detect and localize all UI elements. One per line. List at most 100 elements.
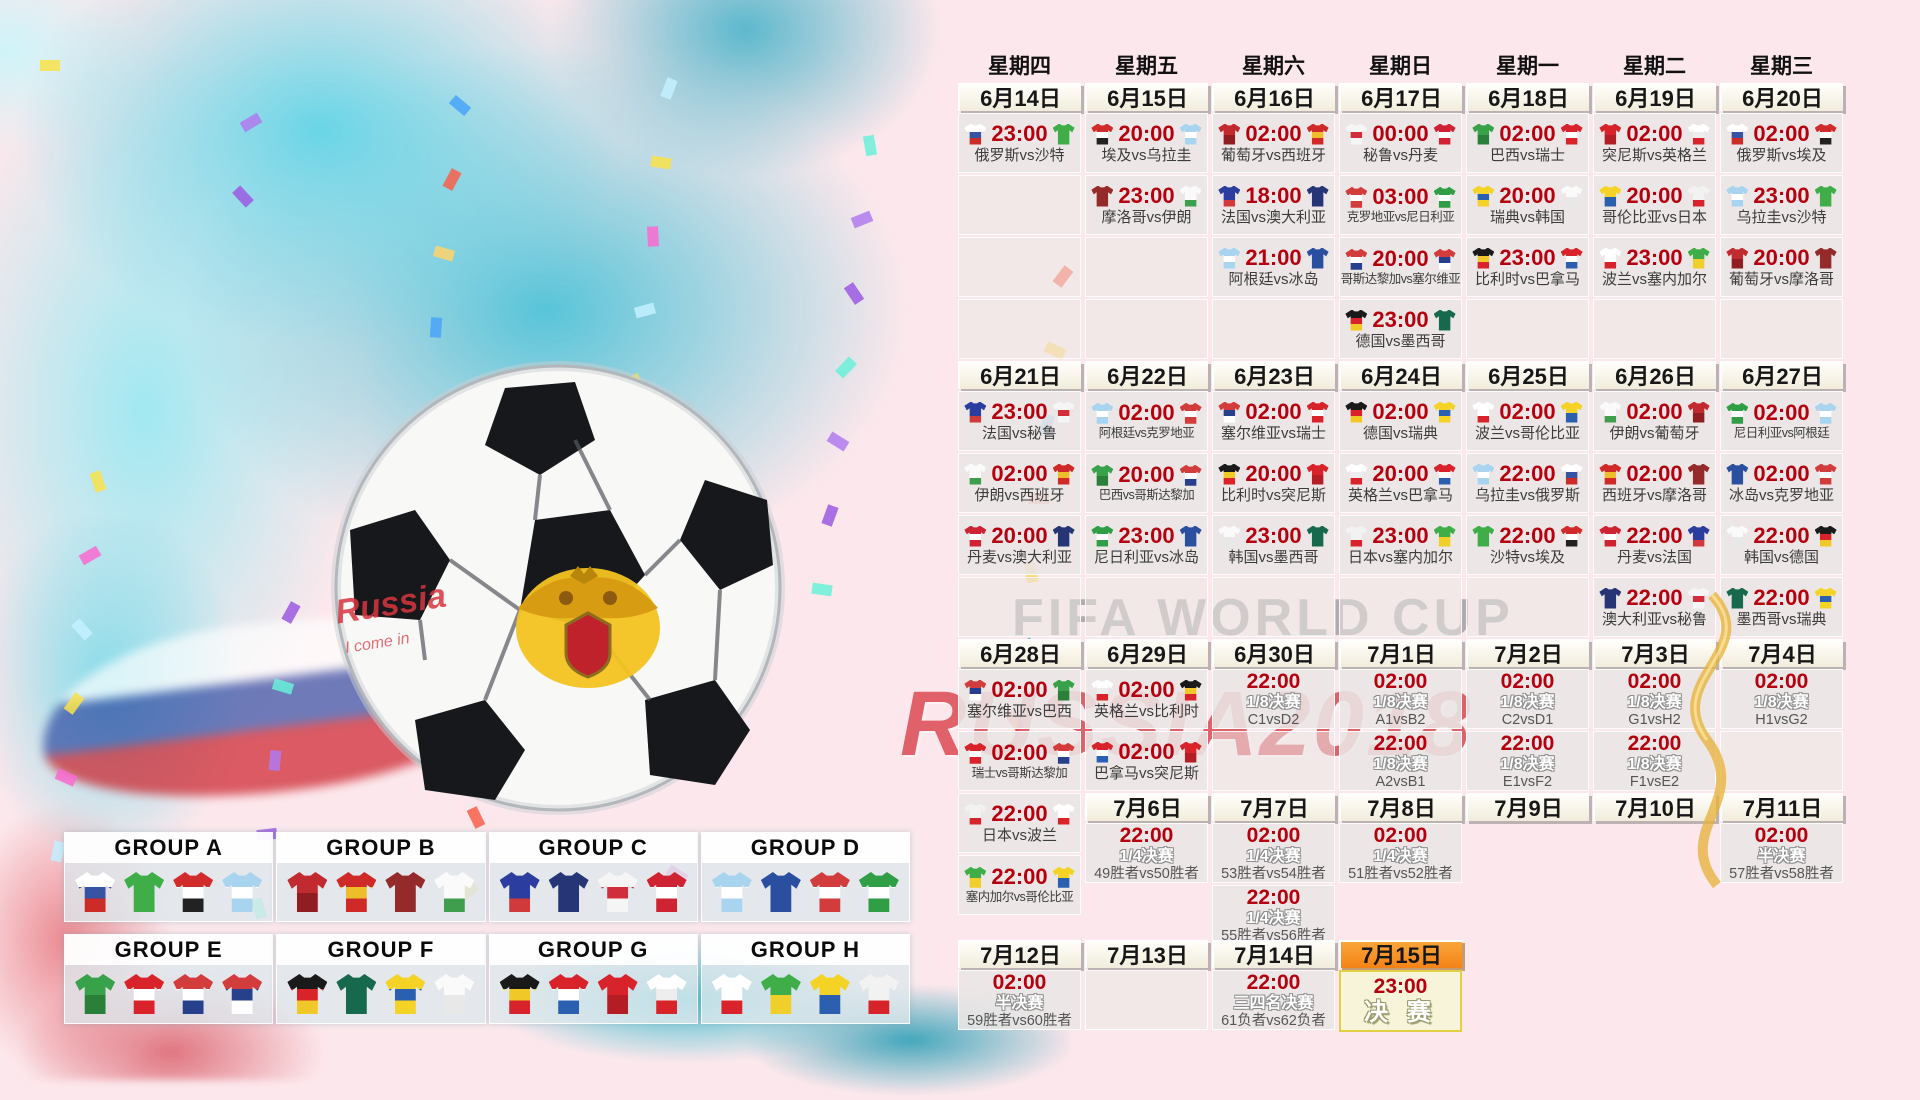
group-jersey-icon [287,872,328,912]
match-teams: 哥斯达黎加vs塞尔维亚 [1340,272,1461,287]
match-teams: 丹麦vs澳大利亚 [966,549,1072,566]
match-teams: 波兰vs塞内加尔 [1601,271,1707,288]
match-cell: 02:00 塞尔维亚vs巴西 [958,669,1081,729]
date-cell: 7月10日 [1593,793,1716,821]
match-row: 20:00 [1341,248,1460,270]
knockout-time: 02:00 [1500,670,1555,694]
schedule-column: 6月18日 02:00 巴西vs瑞士 20:00 瑞典vs韩国 23:00 比利时vs巴拿马… [1466,83,1589,823]
match-time: 23:00 [1372,307,1429,332]
match-time: 02:00 [1626,461,1683,486]
knockout-cell: 02:00 半决赛 57胜者vs58胜者 [1720,823,1843,883]
confetti-piece [63,692,85,715]
jersey-home-icon [964,679,987,701]
match-row: 23:00 [1341,309,1460,331]
match-teams: 丹麦vs法国 [1616,549,1692,566]
jersey-home-icon [1091,679,1114,701]
date-cell: 6月24日 [1339,361,1462,389]
match-cell: 02:00 英格兰vs比利时 [1085,669,1208,729]
match-teams: 塞内加尔vs哥伦比亚 [965,890,1074,905]
jersey-home-icon [1472,185,1495,207]
match-time: 20:00 [1245,461,1302,486]
match-time: 18:00 [1245,183,1302,208]
jersey-away-icon [1814,123,1837,145]
match-cell: 23:00 尼日利亚vs冰岛 [1085,515,1208,575]
jersey-home-icon [1472,463,1495,485]
knockout-stage: 1/4决赛 [1119,847,1174,865]
group-title: GROUP B [277,833,485,863]
match-time: 02:00 [1372,399,1429,424]
group-jerseys [701,863,909,921]
jersey-away-icon [1433,401,1456,423]
knockout-detail: A2vsB1 [1375,773,1426,790]
match-time: 20:00 [1499,183,1556,208]
knockout-time: 02:00 [1373,670,1428,694]
knockout-detail: 53胜者vs54胜者 [1221,865,1326,882]
knockout-cell: 02:00 1/8决赛 C2vsD1 [1466,669,1589,729]
group-title: GROUP F [277,935,485,965]
group-jersey-icon [124,974,165,1014]
match-time: 22:00 [991,801,1048,826]
group-title: GROUP G [489,935,697,965]
jersey-home-icon [964,401,987,423]
group-jersey-icon [222,872,263,912]
group-jersey-icon [385,872,426,912]
match-teams: 乌拉圭vs沙特 [1736,209,1827,226]
match-cell: 02:00 巴拿马vs突尼斯 [1085,731,1208,791]
jersey-home-icon [1218,247,1241,269]
jersey-away-icon [1052,803,1075,825]
match-cell: 23:00 波兰vs塞内加尔 [1593,237,1716,297]
schedule-column: 6月17日 00:00 秘鲁vs丹麦 03:00 克罗地亚vs尼日利亚 20:00 哥斯达黎… [1339,83,1462,885]
group-jersey-icon [548,974,589,1014]
match-row: 02:00 [1468,401,1587,423]
jersey-away-icon [1179,402,1202,424]
jersey-away-icon [1306,123,1329,145]
knockout-time: 22:00 [1627,732,1682,756]
match-time: 23:00 [1499,245,1556,270]
group-jerseys [489,863,697,921]
jersey-away-icon [1052,866,1075,888]
jersey-away-icon [1052,525,1075,547]
jersey-home-icon [1218,525,1241,547]
confetti-piece [821,504,839,527]
confetti-piece [71,618,93,641]
date-cell: 7月13日 [1085,940,1208,968]
group-jerseys [701,965,909,1023]
jersey-away-icon [1306,185,1329,207]
match-row: 02:00 [1214,401,1333,423]
group-jersey-icon [75,974,116,1014]
empty-cell [1085,577,1208,637]
match-time: 23:00 [991,399,1048,424]
weekday-label: 星期一 [1496,55,1559,78]
date-cell: 6月19日 [1593,83,1716,111]
group-box: GROUP H [700,934,910,1024]
group-jersey-icon [222,974,263,1014]
jersey-home-icon [1726,587,1749,609]
group-title: GROUP A [65,833,273,863]
match-teams: 埃及vs乌拉圭 [1101,147,1192,164]
match-teams: 冰岛vs克罗地亚 [1728,487,1834,504]
knockout-stage: 1/8决赛 [1373,755,1428,773]
match-row: 20:00 [1087,464,1206,486]
date-cell: 7月4日 [1720,639,1843,667]
match-row: 20:00 [1468,185,1587,207]
group-title: GROUP H [701,935,909,965]
jersey-away-icon [1179,525,1202,547]
jersey-home-icon [1218,123,1241,145]
date-cell: 6月26日 [1593,361,1716,389]
confetti-piece [862,134,878,157]
match-cell: 02:00 德国vs瑞典 [1339,391,1462,451]
knockout-stage: 三四名决赛 [1233,994,1314,1012]
match-cell: 22:00 墨西哥vs瑞典 [1720,577,1843,637]
match-cell: 23:00 韩国vs墨西哥 [1212,515,1335,575]
date-cell: 6月16日 [1212,83,1335,111]
group-jersey-icon [646,974,687,1014]
knockout-detail: 51胜者vs52胜者 [1348,865,1453,882]
match-cell: 23:00 法国vs秘鲁 [958,391,1081,451]
empty-cell [1085,970,1208,1030]
date-cell: 6月28日 [958,639,1081,667]
knockout-cell: 02:00 1/8决赛 H1vsG2 [1720,669,1843,729]
confetti-piece [660,77,678,100]
date-cell: 7月3日 [1593,639,1716,667]
date-cell: 7月9日 [1466,793,1589,821]
jersey-away-icon [1814,247,1837,269]
